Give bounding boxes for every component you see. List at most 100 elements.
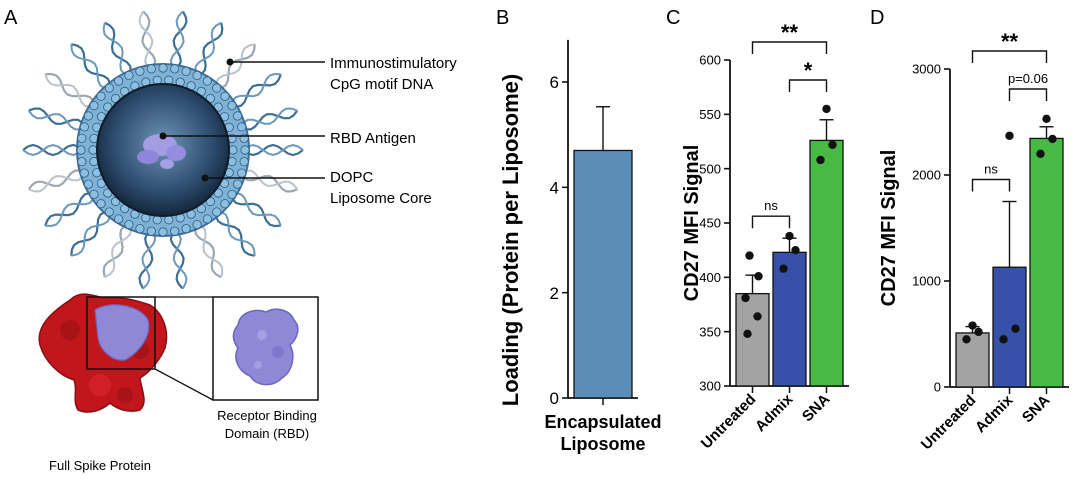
y-tick-label: 6 — [550, 73, 559, 92]
lipid-head — [96, 199, 106, 209]
y-axis-title: CD27 MFI Signal — [681, 145, 703, 302]
spike-protein-illustration — [38, 293, 168, 413]
dna-strand-pair — [229, 72, 281, 108]
dna-strand — [229, 192, 281, 228]
data-point — [785, 231, 794, 241]
x-category-label: Admix — [752, 390, 797, 435]
dna-strand-pair — [195, 221, 224, 278]
bar-untreated — [735, 292, 770, 387]
x-category-label: SNA — [799, 391, 834, 426]
dna-strand-pair — [214, 43, 255, 90]
spike-zoom-box — [86, 296, 156, 370]
lipid-head — [240, 145, 250, 155]
dna-strand-pair — [239, 107, 298, 129]
dna-strand — [215, 44, 256, 91]
callout-lines — [163, 61, 325, 179]
lipid-head — [96, 91, 106, 101]
lipid-head — [158, 63, 168, 73]
callout-dot-core — [201, 174, 209, 182]
dna-strand — [45, 72, 97, 108]
dna-strand-pair — [230, 191, 282, 227]
panel-a: A Immunostimulatory CpG motif DNA RBD An… — [4, 7, 457, 473]
y-tick-label: 4 — [550, 178, 559, 197]
lipid-head — [232, 179, 243, 189]
lipid-head — [237, 168, 247, 178]
label-rbd-domain-line2: Domain (RBD) — [225, 426, 310, 441]
data-point — [816, 155, 825, 165]
y-tick-label: 300 — [699, 379, 721, 394]
dna-strand-pair — [44, 73, 96, 109]
dna-strand — [71, 43, 112, 90]
significance-label: ns — [764, 198, 778, 213]
callout-dot-dna — [226, 58, 234, 66]
lipid-head — [220, 91, 230, 101]
dna-strand-pair — [242, 143, 304, 157]
lipid-head — [192, 219, 202, 230]
bar-untreated — [955, 332, 990, 388]
zoom-line-bottom — [154, 368, 214, 401]
significance-bracket — [751, 215, 791, 229]
x-category-label: Encapsulated — [544, 412, 661, 432]
significance-bracket — [751, 41, 828, 54]
rbd-antigen-blob — [137, 134, 186, 169]
data-point — [779, 264, 788, 273]
data-point — [974, 327, 983, 337]
dna-strand — [102, 221, 131, 278]
lipid-head — [146, 226, 156, 236]
dna-strand — [44, 191, 96, 227]
dna-strand — [169, 228, 185, 290]
label-rbd-domain-line1: Receptor Binding — [217, 408, 317, 423]
significance-bracket — [971, 50, 1048, 63]
label-dopc-line1: DOPC — [330, 169, 374, 186]
callout-dot-rbd — [159, 132, 167, 140]
dna-strand-pair — [138, 10, 154, 72]
lipid-head — [146, 64, 156, 74]
lipid-head — [220, 199, 230, 209]
lipid-head — [239, 157, 249, 167]
dna-strand-pair — [71, 210, 112, 257]
lipid-head — [212, 207, 222, 217]
lipid-head — [124, 219, 134, 230]
lipid-head — [104, 207, 114, 217]
label-cpg-dna-line2: CpG motif DNA — [330, 76, 433, 93]
panel-label-d: D — [870, 7, 884, 29]
dna-strand-pair — [141, 228, 157, 290]
dna-strand — [242, 143, 304, 157]
dna-strand-pair — [45, 192, 97, 228]
y-tick-label: 350 — [699, 324, 721, 339]
lipid-head — [77, 133, 87, 143]
dna-strand-pair — [102, 22, 131, 79]
dna-strand-pair — [172, 228, 188, 290]
dna-strand — [27, 169, 87, 191]
lipid-head — [135, 66, 145, 76]
lipid-head — [76, 145, 86, 155]
y-tick-label: 3000 — [912, 62, 941, 77]
lipid-head — [135, 224, 145, 234]
data-point — [1036, 149, 1045, 158]
bar-sna — [1029, 137, 1064, 388]
y-tick-label: 400 — [699, 270, 721, 285]
x-category-label: Admix — [972, 391, 1017, 436]
y-tick-label: 500 — [699, 161, 721, 176]
dna-strand — [22, 143, 84, 157]
dna-strand — [239, 109, 299, 131]
data-point — [828, 140, 837, 149]
dna-strand — [195, 22, 224, 79]
y-tick-label: 1000 — [912, 274, 941, 289]
data-point — [968, 321, 977, 330]
lipid-head — [114, 214, 124, 224]
dna-strand — [193, 222, 222, 279]
y-tick-label: 2000 — [912, 168, 941, 183]
y-tick-label: 550 — [699, 107, 721, 122]
bar-admix — [772, 251, 807, 387]
chart-loading: 0 2 4 6 Loading (Protein per Liposome) Encaps… — [498, 39, 662, 454]
x-category-label: Untreated — [698, 391, 760, 453]
data-point — [753, 312, 762, 321]
lipid-head — [170, 64, 180, 74]
label-cpg-dna-line1: Immunostimulatory — [330, 55, 457, 72]
data-point — [962, 335, 971, 344]
x-category-label: SNA — [1019, 392, 1054, 427]
y-axis-title: CD27 MFI Signal — [878, 150, 900, 307]
lipid-head — [170, 226, 180, 236]
lipid-head — [158, 227, 168, 237]
